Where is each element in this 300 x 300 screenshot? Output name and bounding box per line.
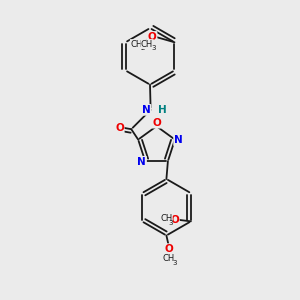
Text: N: N	[174, 135, 183, 145]
Text: 3: 3	[151, 45, 156, 51]
Text: 3: 3	[172, 260, 177, 266]
Text: CH: CH	[130, 40, 142, 49]
Text: N: N	[137, 157, 146, 167]
Text: O: O	[115, 123, 124, 133]
Text: 2: 2	[140, 45, 145, 51]
Text: O: O	[164, 244, 173, 254]
Text: CH: CH	[160, 214, 172, 224]
Text: N: N	[142, 105, 151, 115]
Text: H: H	[158, 105, 167, 115]
Text: CH: CH	[141, 40, 153, 49]
Text: O: O	[148, 32, 157, 42]
Text: O: O	[152, 118, 161, 128]
Text: O: O	[170, 215, 179, 225]
Text: CH: CH	[163, 254, 175, 263]
Text: 3: 3	[168, 220, 172, 226]
Text: methoxy: methoxy	[160, 219, 166, 220]
